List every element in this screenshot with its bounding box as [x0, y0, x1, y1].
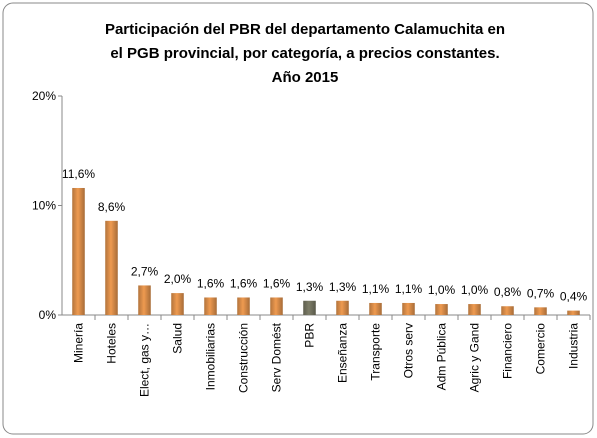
- data-label: 1,6%: [197, 276, 225, 290]
- data-label: 0,4%: [560, 290, 588, 304]
- data-label: 1,0%: [428, 283, 456, 297]
- data-label: 1,1%: [362, 282, 390, 296]
- bar: [270, 297, 283, 315]
- bar: [237, 297, 250, 315]
- data-label: 2,7%: [131, 264, 159, 278]
- x-tick-label: Salud: [171, 323, 185, 354]
- chart-title: Año 2015: [272, 69, 339, 86]
- bar: [435, 304, 448, 315]
- bar: [567, 310, 580, 315]
- x-tick-label: Elect, gas y…: [138, 323, 152, 397]
- x-tick-label: Financiero: [501, 323, 515, 379]
- y-tick-label: 0%: [39, 308, 57, 322]
- x-tick-label: Transporte: [369, 323, 383, 381]
- bar: [105, 220, 118, 315]
- chart-title: el PGB provincial, por categoría, a prec…: [110, 45, 499, 62]
- data-label: 1,6%: [263, 276, 291, 290]
- bar: [138, 285, 151, 315]
- x-tick-label: Enseñanza: [336, 323, 350, 383]
- bar: [171, 293, 184, 315]
- data-label: 1,3%: [329, 280, 357, 294]
- x-tick-label: Industria: [567, 323, 581, 369]
- x-tick-label: Comercio: [534, 323, 548, 375]
- data-label: 1,6%: [230, 276, 258, 290]
- x-tick-label: Serv Domést: [270, 322, 284, 392]
- data-label: 1,0%: [461, 283, 489, 297]
- x-tick-label: Construcción: [237, 323, 251, 393]
- bar: [72, 187, 85, 315]
- x-tick-label: Adm Pública: [435, 323, 449, 391]
- x-tick-label: PBR: [303, 323, 317, 348]
- x-tick-label: Agric y Gand: [468, 323, 482, 392]
- x-tick-label: Inmobiliarias: [204, 323, 218, 390]
- bar: [534, 307, 547, 315]
- data-label: 0,7%: [527, 286, 555, 300]
- y-tick-label: 10%: [32, 199, 56, 213]
- bar: [303, 300, 316, 315]
- bar: [501, 306, 514, 315]
- bar: [369, 302, 382, 315]
- x-tick-label: Hoteles: [105, 323, 119, 364]
- chart-title: Participación del PBR del departamento C…: [105, 21, 505, 38]
- data-label: 11,6%: [62, 167, 95, 181]
- bar: [402, 302, 415, 315]
- bar: [336, 300, 349, 315]
- data-label: 1,3%: [296, 280, 324, 294]
- y-tick-label: 20%: [32, 89, 56, 103]
- bar: [468, 304, 481, 315]
- x-tick-label: Minería: [72, 323, 86, 363]
- data-label: 2,0%: [164, 272, 192, 286]
- data-label: 0,8%: [494, 285, 522, 299]
- data-label: 1,1%: [395, 282, 423, 296]
- x-tick-label: Otros serv: [402, 323, 416, 378]
- data-label: 8,6%: [98, 200, 126, 214]
- bar: [204, 297, 217, 315]
